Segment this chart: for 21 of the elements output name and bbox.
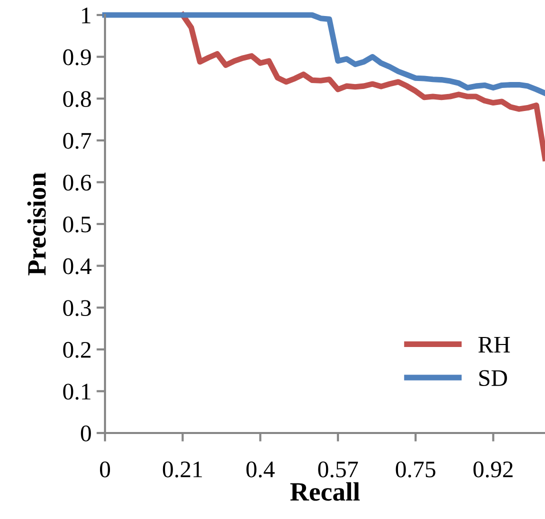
y-tick-label: 0.7 xyxy=(63,132,92,149)
y-tick-label: 0.6 xyxy=(63,174,92,191)
y-tick-label: 0.8 xyxy=(63,91,91,108)
y-tick-label: 0.1 xyxy=(63,384,90,400)
legend-label: RH xyxy=(478,337,510,352)
x-axis-title: Recall xyxy=(290,482,360,501)
y-tick-label: 0.5 xyxy=(63,216,91,233)
y-tick-label: 0.3 xyxy=(63,300,91,316)
x-tick-label: 0.21 xyxy=(162,461,202,478)
legend-label: SD xyxy=(479,370,507,386)
y-axis-title: Precision xyxy=(27,172,46,276)
y-tick-label: 0.4 xyxy=(63,258,92,274)
y-tick-label: 0.2 xyxy=(63,342,91,358)
x-tick-label: 0.4 xyxy=(246,461,275,478)
y-tick-label: 1 xyxy=(82,8,90,24)
y-tick-label: 0 xyxy=(80,425,91,442)
x-tick-label: 0.57 xyxy=(318,461,358,478)
y-tick-label: 0.9 xyxy=(63,49,91,66)
x-tick-label: 0.75 xyxy=(396,461,436,478)
x-tick-label: 0.92 xyxy=(473,461,513,478)
x-tick-label: 0 xyxy=(100,461,110,478)
